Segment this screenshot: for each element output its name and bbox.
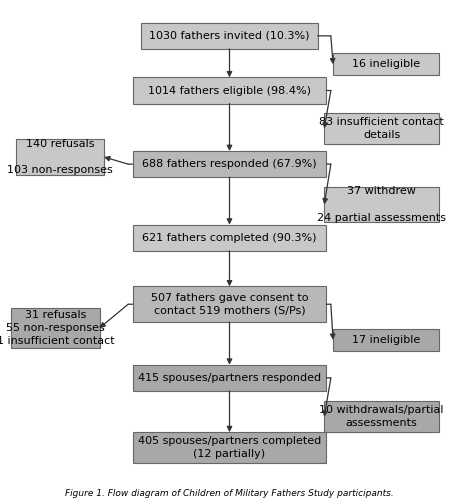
Text: 17 ineligible: 17 ineligible [352, 335, 420, 345]
Text: 140 refusals

103 non-responses: 140 refusals 103 non-responses [7, 139, 113, 175]
Text: 1030 fathers invited (10.3%): 1030 fathers invited (10.3%) [149, 31, 310, 41]
FancyBboxPatch shape [324, 186, 439, 222]
FancyBboxPatch shape [324, 113, 439, 144]
Text: 16 ineligible: 16 ineligible [352, 60, 420, 70]
Text: 621 fathers completed (90.3%): 621 fathers completed (90.3%) [142, 233, 317, 243]
Text: 405 spouses/partners completed
(12 partially): 405 spouses/partners completed (12 parti… [138, 436, 321, 460]
Text: 507 fathers gave consent to
contact 519 mothers (S/Ps): 507 fathers gave consent to contact 519 … [151, 292, 308, 316]
Text: 31 refusals
55 non-responses
1 insufficient contact: 31 refusals 55 non-responses 1 insuffici… [0, 310, 114, 346]
FancyBboxPatch shape [133, 286, 326, 322]
FancyBboxPatch shape [141, 23, 318, 49]
Text: 688 fathers responded (67.9%): 688 fathers responded (67.9%) [142, 159, 317, 169]
FancyBboxPatch shape [133, 365, 326, 391]
Text: 37 withdrew

24 partial assessments: 37 withdrew 24 partial assessments [317, 186, 446, 222]
FancyBboxPatch shape [133, 151, 326, 177]
FancyBboxPatch shape [16, 139, 104, 175]
FancyBboxPatch shape [133, 432, 326, 463]
Text: Figure 1. Flow diagram of Children of Military Fathers Study participants.: Figure 1. Flow diagram of Children of Mi… [65, 488, 394, 498]
FancyBboxPatch shape [133, 224, 326, 251]
FancyBboxPatch shape [324, 402, 439, 432]
Text: 83 insufficient contact
details: 83 insufficient contact details [319, 117, 444, 140]
FancyBboxPatch shape [333, 329, 439, 351]
Text: 1014 fathers eligible (98.4%): 1014 fathers eligible (98.4%) [148, 86, 311, 96]
FancyBboxPatch shape [133, 78, 326, 104]
FancyBboxPatch shape [11, 308, 100, 348]
FancyBboxPatch shape [333, 54, 439, 76]
Text: 415 spouses/partners responded: 415 spouses/partners responded [138, 373, 321, 383]
Text: 10 withdrawals/partial
assessments: 10 withdrawals/partial assessments [319, 405, 444, 428]
